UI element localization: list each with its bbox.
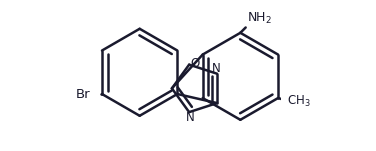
Text: O: O [191,57,200,70]
Text: Br: Br [76,88,90,101]
Text: CH$_3$: CH$_3$ [287,93,311,109]
Text: NH$_2$: NH$_2$ [247,11,272,26]
Text: N: N [186,111,194,124]
Text: N: N [211,62,220,75]
